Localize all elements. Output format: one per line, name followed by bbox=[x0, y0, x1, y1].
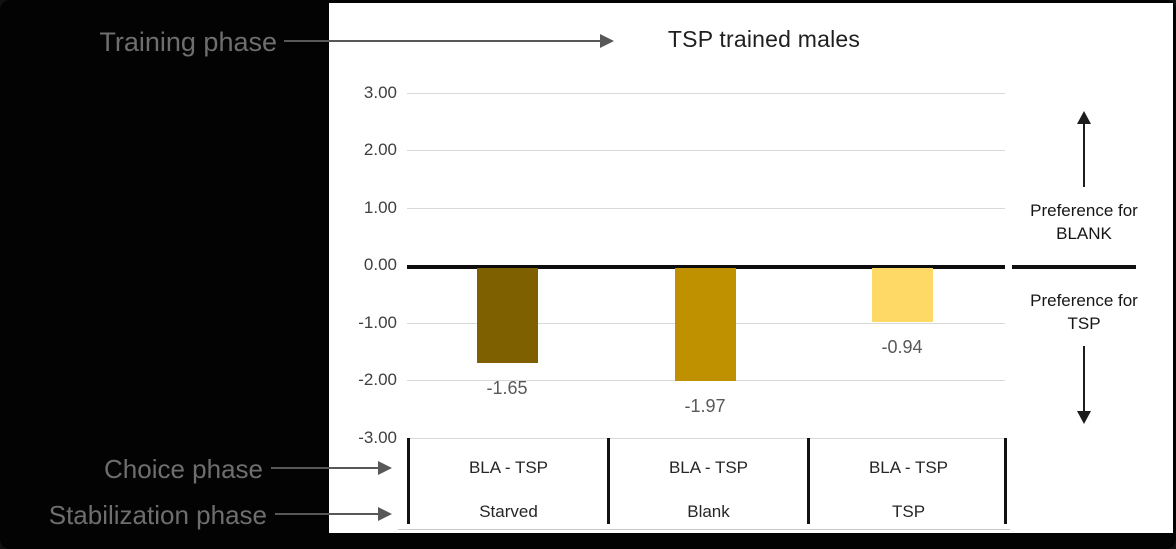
y-tick-label: 2.00 bbox=[363, 140, 397, 159]
y-tick-label: 3.00 bbox=[363, 83, 397, 102]
gridline-2 bbox=[407, 150, 1005, 151]
arrow-up-line bbox=[1083, 123, 1085, 187]
category-divider bbox=[407, 438, 410, 524]
preference-blank-annotation: Preference for BLANK bbox=[1014, 199, 1154, 245]
preference-tsp-line1: Preference for bbox=[1030, 291, 1138, 310]
bar-starved bbox=[477, 268, 538, 363]
category-choice-label: BLA - TSP bbox=[668, 458, 749, 477]
gridline-neg3 bbox=[407, 438, 1005, 439]
training-phase-arrow-line bbox=[284, 40, 600, 42]
preference-divider-line bbox=[1012, 265, 1136, 269]
category-choice-label: BLA - TSP bbox=[868, 458, 949, 477]
stabilization-phase-label: Stabilization phase bbox=[48, 500, 267, 530]
y-tick-label: 0.00 bbox=[363, 255, 397, 274]
y-tick-label: -3.00 bbox=[358, 428, 397, 447]
preference-blank-line2: BLANK bbox=[1056, 224, 1112, 243]
y-tick-label: -2.00 bbox=[358, 370, 397, 389]
y-tick-label: 1.00 bbox=[363, 198, 397, 217]
preference-tsp-line2: TSP bbox=[1067, 314, 1101, 333]
bar-value-label: -1.65 bbox=[486, 378, 528, 398]
arrow-up-icon bbox=[1077, 111, 1091, 124]
category-column-blank: BLA - TSP Blank bbox=[610, 438, 807, 524]
category-stabilization-label: Starved bbox=[479, 502, 538, 521]
bar-value-label: -0.94 bbox=[881, 337, 923, 357]
choice-phase-label: Choice phase bbox=[104, 454, 263, 484]
preference-tsp-annotation: Preference for TSP bbox=[1014, 289, 1154, 335]
category-column-starved: BLA - TSP Starved bbox=[410, 438, 607, 524]
category-divider bbox=[1004, 438, 1007, 524]
gridline-3 bbox=[407, 93, 1005, 94]
category-divider bbox=[807, 438, 810, 524]
arrow-right-icon bbox=[378, 461, 392, 475]
category-choice-label: BLA - TSP bbox=[468, 458, 549, 477]
arrow-down-icon bbox=[1077, 411, 1091, 424]
category-divider bbox=[607, 438, 610, 524]
arrow-right-icon bbox=[600, 34, 614, 48]
choice-phase-arrow-line bbox=[271, 467, 378, 469]
zero-axis-line bbox=[407, 265, 1005, 269]
bar-blank bbox=[675, 268, 736, 381]
stabilization-phase-arrow-line bbox=[275, 513, 378, 515]
preference-blank-line1: Preference for bbox=[1030, 201, 1138, 220]
bar-value-label: -1.97 bbox=[684, 396, 726, 416]
gridline-1 bbox=[407, 208, 1005, 209]
chart-title: TSP trained males bbox=[667, 26, 861, 52]
arrow-right-icon bbox=[378, 507, 392, 521]
category-stabilization-label: TSP bbox=[891, 502, 926, 521]
bottom-axis-line bbox=[398, 529, 1010, 530]
bar-tsp bbox=[872, 268, 933, 322]
arrow-down-line bbox=[1083, 346, 1085, 412]
category-stabilization-label: Blank bbox=[687, 502, 730, 521]
category-column-tsp: BLA - TSP TSP bbox=[810, 438, 1007, 524]
training-phase-label: Training phase bbox=[99, 27, 277, 57]
y-tick-label: -1.00 bbox=[358, 313, 397, 332]
